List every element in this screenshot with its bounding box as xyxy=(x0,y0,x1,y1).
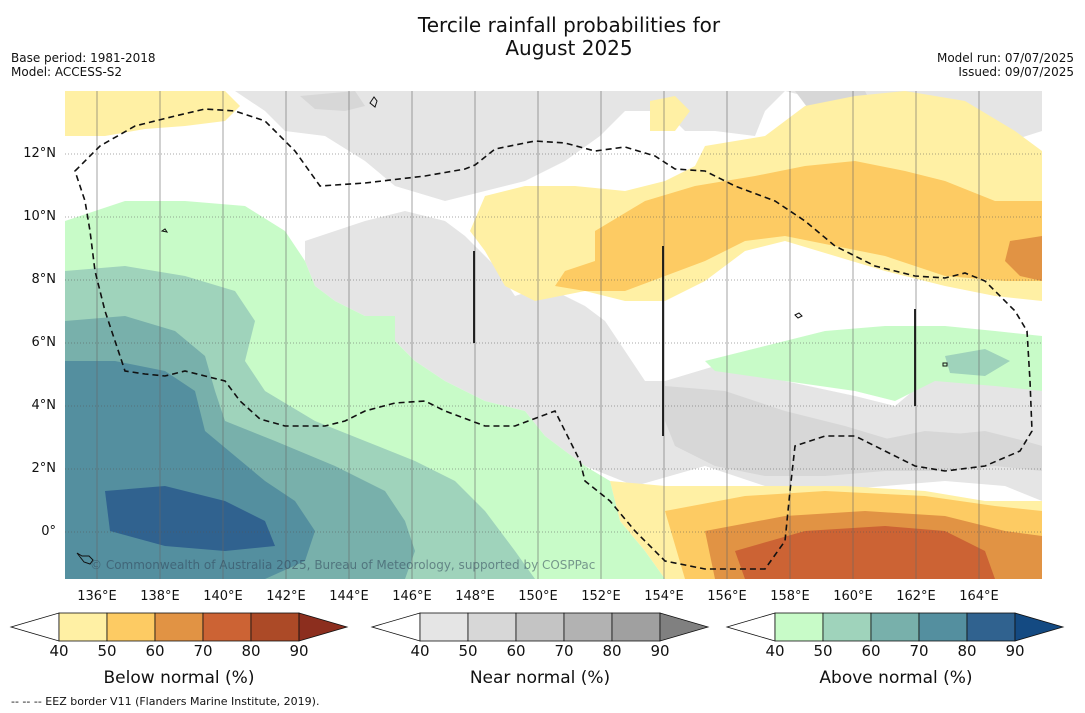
near-normal-region-central xyxy=(305,211,1042,501)
lat-label-10n: 10°N xyxy=(23,209,56,224)
lon-label-146e: 146°E xyxy=(392,589,432,604)
model-name: Model: ACCESS-S2 xyxy=(11,65,123,79)
lat-label-4n: 4°N xyxy=(31,398,57,413)
lat-label-2n: 2°N xyxy=(31,461,57,476)
near-tick-40: 40 xyxy=(410,642,430,660)
legend-colorbars xyxy=(9,612,1065,642)
below-tick-50: 50 xyxy=(97,642,117,660)
base-period: Base period: 1981-2018 xyxy=(11,51,156,65)
lon-label-136e: 136°E xyxy=(77,589,117,604)
near-tick-90: 90 xyxy=(650,642,670,660)
eez-border-palau-fsm xyxy=(74,108,1033,570)
chart-title: Tercile rainfall probabilities for Augus… xyxy=(417,13,721,60)
above-tick-70: 70 xyxy=(909,642,929,660)
legend-1-bin-3 xyxy=(515,612,565,642)
lon-label-152e: 152°E xyxy=(581,589,621,604)
near-normal-patch-central xyxy=(825,431,1025,469)
rainfall-map xyxy=(65,91,1042,579)
legend-2-high-extend xyxy=(1014,612,1065,642)
legend-1-high-extend xyxy=(659,612,710,642)
lon-label-160e: 160°E xyxy=(833,589,873,604)
legend-0-bin-3 xyxy=(154,612,204,642)
map-svg xyxy=(65,91,1042,579)
run-info: Model run: 07/07/2025 Issued: 09/07/2025 xyxy=(937,51,1074,79)
legend-2-low-extend xyxy=(725,612,776,642)
lon-label-148e: 148°E xyxy=(455,589,495,604)
legend-1-low-extend xyxy=(370,612,421,642)
lon-label-140e: 140°E xyxy=(203,589,243,604)
near-tick-70: 70 xyxy=(554,642,574,660)
boundary-markers xyxy=(473,246,916,436)
above-normal-region-west-90 xyxy=(105,486,275,551)
legend-2-bin-3 xyxy=(870,612,920,642)
near-tick-80: 80 xyxy=(602,642,622,660)
above-tick-80: 80 xyxy=(957,642,977,660)
above-normal-label: Above normal (%) xyxy=(819,668,973,688)
legend-0-bin-1 xyxy=(58,612,108,642)
above-tick-50: 50 xyxy=(813,642,833,660)
below-normal-patch-north-small xyxy=(650,96,690,131)
legend-0-high-extend xyxy=(298,612,349,642)
lat-label-6n: 6°N xyxy=(31,335,57,350)
legend-0-low-extend xyxy=(9,612,60,642)
eez-footnote: -- -- -- EEZ border V11 (Flanders Marine… xyxy=(11,695,320,708)
below-normal-region-southeast-80 xyxy=(735,526,995,579)
legend-2-bin-5 xyxy=(966,612,1016,642)
above-normal-patch-east-60 xyxy=(945,349,1010,376)
lon-label-154e: 154°E xyxy=(644,589,684,604)
islands xyxy=(76,96,948,565)
lon-label-164e: 164°E xyxy=(959,589,999,604)
legend-2-bin-4 xyxy=(918,612,968,642)
below-normal-region-northeast-70 xyxy=(1005,236,1042,281)
lat-label-8n: 8°N xyxy=(31,272,57,287)
legend-2-bin-1 xyxy=(774,612,824,642)
legend-0-bin-2 xyxy=(106,612,156,642)
below-normal-label: Below normal (%) xyxy=(103,668,255,688)
lat-label-0: 0° xyxy=(41,524,56,539)
lon-label-150e: 150°E xyxy=(518,589,558,604)
below-normal-region-northwest xyxy=(65,91,240,136)
lon-label-156e: 156°E xyxy=(707,589,747,604)
legend-1-bin-5 xyxy=(611,612,661,642)
lon-label-162e: 162°E xyxy=(896,589,936,604)
lon-label-158e: 158°E xyxy=(770,589,810,604)
legend-0-bin-4 xyxy=(202,612,252,642)
issued-date: Issued: 09/07/2025 xyxy=(958,65,1074,79)
model-run-date: Model run: 07/07/2025 xyxy=(936,51,1074,65)
below-tick-90: 90 xyxy=(289,642,309,660)
lat-label-12n: 12°N xyxy=(23,146,56,161)
near-tick-60: 60 xyxy=(506,642,526,660)
near-tick-50: 50 xyxy=(458,642,478,660)
lon-label-144e: 144°E xyxy=(329,589,369,604)
below-tick-60: 60 xyxy=(145,642,165,660)
above-normal-region-east-50 xyxy=(705,326,1042,401)
model-info: Base period: 1981-2018 Model: ACCESS-S2 xyxy=(11,51,156,79)
legend-1-bin-1 xyxy=(419,612,469,642)
lon-label-142e: 142°E xyxy=(266,589,306,604)
legend-1-bin-4 xyxy=(563,612,613,642)
lon-label-138e: 138°E xyxy=(140,589,180,604)
near-normal-label: Near normal (%) xyxy=(469,668,611,688)
above-tick-60: 60 xyxy=(861,642,881,660)
graticule xyxy=(65,153,1042,533)
copyright-text: © Commonwealth of Australia 2025, Bureau… xyxy=(90,558,596,572)
above-tick-90: 90 xyxy=(1005,642,1025,660)
graticule-meridians xyxy=(96,91,980,579)
above-tick-40: 40 xyxy=(765,642,785,660)
below-tick-40: 40 xyxy=(49,642,69,660)
below-tick-80: 80 xyxy=(241,642,261,660)
legend-0-bin-5 xyxy=(250,612,300,642)
legend-1-bin-2 xyxy=(467,612,517,642)
legend-2-bin-2 xyxy=(822,612,872,642)
below-normal-region-northeast-60 xyxy=(555,161,1042,291)
below-tick-70: 70 xyxy=(193,642,213,660)
